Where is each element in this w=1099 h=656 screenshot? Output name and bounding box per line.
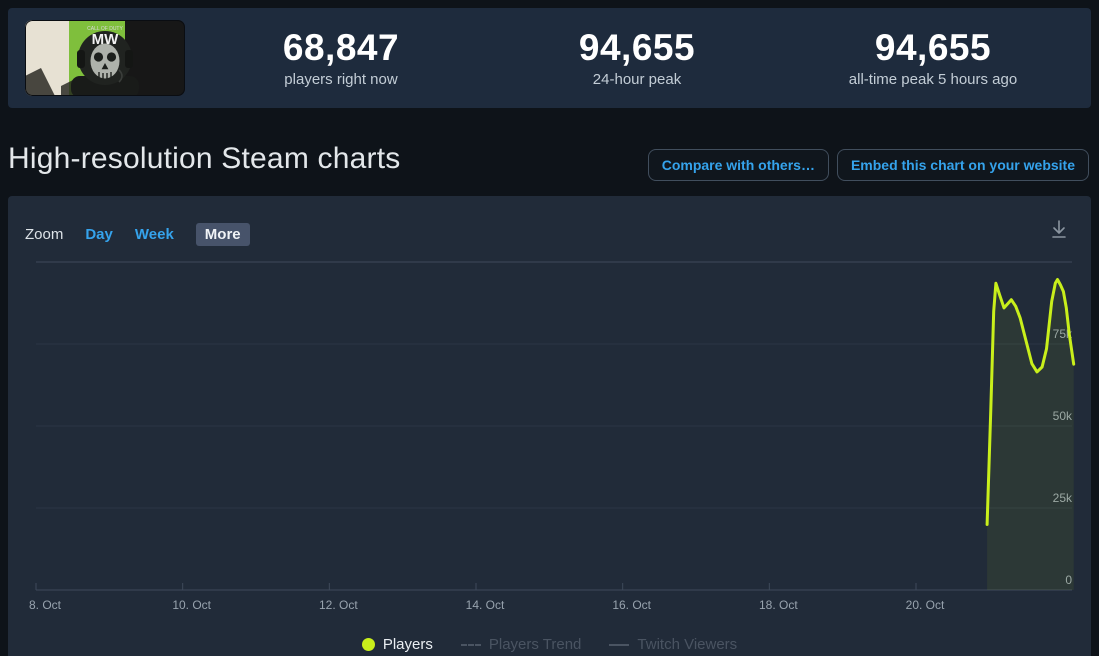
stat-value: 94,655	[578, 27, 696, 69]
stat-current-players: 68,847 players right now	[193, 8, 489, 108]
page-title: High-resolution Steam charts	[8, 142, 401, 175]
svg-text:14. Oct: 14. Oct	[466, 598, 505, 612]
mw2-capsule-art: CALL OF DUTY MW	[25, 20, 185, 96]
legend-twitch-marker	[609, 643, 630, 646]
range-day-button[interactable]: Day	[85, 225, 113, 243]
chart-legend: Players Players Trend Twitch Viewers	[8, 636, 1091, 653]
svg-text:8. Oct: 8. Oct	[29, 598, 62, 612]
capsule-tiny-text: CALL OF DUTY	[87, 26, 123, 32]
legend-item-players-trend[interactable]: Players Trend	[460, 636, 582, 653]
embed-button[interactable]: Embed this chart on your website	[836, 149, 1089, 181]
title-buttons: Compare with others… Embed this chart on…	[647, 149, 1089, 181]
legend-item-twitch-viewers[interactable]: Twitch Viewers	[609, 636, 737, 653]
capsule-logo-text: MW	[92, 31, 119, 48]
svg-text:0: 0	[1065, 573, 1072, 587]
stat-label: 24-hour peak	[592, 70, 682, 88]
range-more-button[interactable]: More	[195, 222, 250, 246]
chart-panel: Zoom Day Week More 8. Oct 10. Oct 12. Oct 1…	[8, 196, 1091, 656]
legend-players-marker	[361, 638, 375, 651]
stat-value: 68,847	[282, 27, 400, 69]
legend-label: Twitch Viewers	[637, 636, 738, 653]
chart-toolbar: Zoom Day Week More	[25, 220, 250, 248]
svg-text:20. Oct: 20. Oct	[906, 598, 945, 612]
svg-text:18. Oct: 18. Oct	[759, 598, 798, 612]
legend-label: Players Trend	[488, 636, 582, 653]
legend-trend-marker	[460, 643, 481, 646]
stat-alltime-peak: 94,655 all-time peak 5 hours ago	[785, 8, 1081, 108]
stat-24h-peak: 94,655 24-hour peak	[489, 8, 785, 108]
compare-button[interactable]: Compare with others…	[647, 149, 829, 181]
svg-text:12. Oct: 12. Oct	[319, 598, 358, 612]
svg-text:16. Oct: 16. Oct	[612, 598, 651, 612]
game-capsule-image: CALL OF DUTY MW	[25, 20, 185, 96]
svg-text:50k: 50k	[1053, 409, 1073, 423]
legend-label: Players	[382, 636, 433, 653]
zoom-label: Zoom	[25, 225, 64, 243]
chart-plot-area[interactable]: 8. Oct 10. Oct 12. Oct 14. Oct 16. Oct 18. Oc…	[8, 196, 1091, 656]
legend-item-players[interactable]: Players	[361, 636, 433, 653]
stat-value: 94,655	[874, 27, 992, 69]
svg-text:25k: 25k	[1053, 491, 1073, 505]
stat-label: players right now	[284, 70, 398, 88]
svg-text:10. Oct: 10. Oct	[172, 598, 211, 612]
stat-label: all-time peak 5 hours ago	[848, 70, 1018, 88]
header-stats: 68,847 players right now 94,655 24-hour …	[193, 8, 1081, 108]
download-icon[interactable]	[1045, 216, 1073, 244]
range-week-button[interactable]: Week	[134, 225, 174, 243]
header-bar: CALL OF DUTY MW 68,847 players right now…	[8, 8, 1091, 108]
